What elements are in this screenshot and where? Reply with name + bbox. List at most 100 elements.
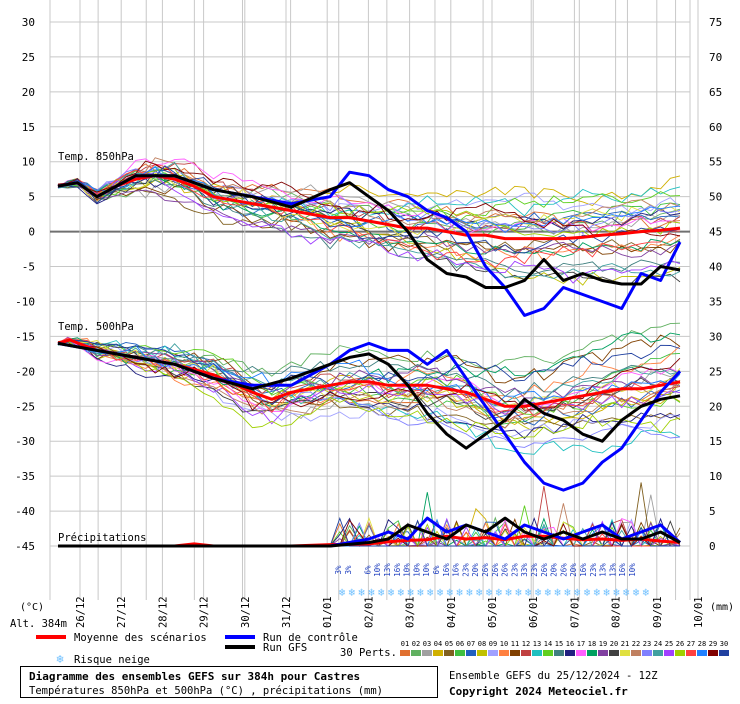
perturbation-line-25-t850 [57, 171, 681, 284]
perturbation-swatch [477, 650, 487, 656]
snow-icon: ❄ [437, 586, 444, 599]
right-unit-label: (mm) [710, 602, 734, 613]
snow-icon: ❄ [642, 586, 649, 599]
axis-labels-layer: 302520151050-5-10-15-20-25-30-35-40-4575… [10, 16, 734, 630]
perturbation-swatch [719, 650, 729, 656]
x-tick-label: 26/12 [75, 596, 87, 628]
x-tick-label: 05/01 [487, 596, 499, 628]
perturbation-swatch [543, 650, 553, 656]
perturbation-swatch [653, 650, 663, 656]
snow-icon: ❄ [613, 586, 620, 599]
plot-area [50, 0, 690, 600]
y-right-tick-label: 65 [709, 86, 722, 99]
snow-risk-pct: 20% [471, 563, 480, 577]
snow-icon: ❄ [339, 586, 346, 599]
copyright-label: Copyright 2024 Meteociel.fr [449, 685, 628, 698]
perturbation-id: 13 [533, 640, 541, 648]
y-left-tick-label: -15 [15, 330, 35, 343]
perturbation-id: 18 [588, 640, 596, 648]
perturbation-swatch [532, 650, 542, 656]
y-right-tick-label: 45 [709, 226, 722, 239]
snow-icon: ❄ [623, 586, 630, 599]
x-tick-label: 29/12 [199, 596, 211, 628]
x-tick-label: 04/01 [446, 596, 458, 628]
y-right-tick-label: 5 [709, 505, 716, 518]
y-right-tick-label: 30 [709, 330, 722, 343]
chart-title: Diagramme des ensembles GEFS sur 384h po… [29, 670, 361, 683]
snow-risk-pct: 3% [344, 565, 353, 575]
run-label: Ensemble GEFS du 25/12/2024 - 12Z [449, 670, 658, 682]
perturbation-id: 04 [434, 640, 442, 648]
snow-risk-pct: 16% [618, 563, 627, 577]
perturbation-id: 07 [467, 640, 475, 648]
perturbation-id: 24 [654, 640, 662, 648]
perturbation-id: 16 [566, 640, 574, 648]
perturbation-line-03-t500 [57, 337, 681, 419]
y-right-tick-label: 70 [709, 51, 722, 64]
snow-risk-pct: 10% [412, 563, 421, 577]
perturbation-id: 27 [687, 640, 695, 648]
perturbation-id: 17 [577, 640, 585, 648]
perturbation-id: 06 [456, 640, 464, 648]
snow-risk-pct: 23% [589, 563, 598, 577]
perturbation-id: 14 [544, 640, 552, 648]
x-tick-label: 28/12 [157, 596, 169, 628]
perturbation-line-22-t850 [57, 157, 681, 226]
y-left-tick-label: 15 [22, 121, 35, 134]
x-tick-label: 31/12 [281, 596, 293, 628]
x-tick-label: 30/12 [240, 596, 252, 628]
perturbation-swatch [411, 650, 421, 656]
perturbation-id: 15 [555, 640, 563, 648]
perturbation-line-19-t850 [57, 183, 681, 258]
chart-subtitle: Températures 850hPa et 500hPa (°C) , pré… [29, 685, 384, 697]
perturbation-swatch [433, 650, 443, 656]
perturbation-id: 02 [412, 640, 420, 648]
y-left-tick-label: 25 [22, 51, 35, 64]
series-2-t850 [57, 174, 681, 289]
perturbation-swatch [642, 650, 652, 656]
snow-risk-pct: 16% [393, 563, 402, 577]
x-tick-label: 27/12 [116, 596, 128, 628]
snow-risk-pct: 23% [461, 563, 470, 577]
perturbation-id: 12 [522, 640, 530, 648]
snow-icon: ❄ [593, 586, 600, 599]
perturbation-line-11-t850 [57, 182, 681, 255]
chart-info-box: Diagramme des ensembles GEFS sur 384h po… [20, 666, 438, 698]
snow-icon: ❄ [486, 586, 493, 599]
snow-icon: ❄ [417, 586, 424, 599]
snow-risk-pct: 26% [559, 563, 568, 577]
t850-section-label: Temp. 850hPa [58, 151, 134, 163]
y-left-tick-label: 30 [22, 16, 35, 29]
legend-label: Moyenne des scénarios [74, 632, 207, 644]
perturbation-swatch [576, 650, 586, 656]
x-tick-label: 02/01 [363, 596, 375, 628]
snow-legend-icon: ❄ [56, 652, 63, 666]
snow-risk-pct: 10% [403, 563, 412, 577]
snow-icon: ❄ [535, 586, 542, 599]
perturbation-id: 05 [445, 640, 453, 648]
snow-icon: ❄ [584, 586, 591, 599]
x-tick-label: 07/01 [569, 596, 581, 628]
perturbation-line-12-t500 [57, 339, 681, 423]
y-right-tick-label: 40 [709, 261, 722, 274]
snow-icon: ❄ [358, 586, 365, 599]
y-left-tick-label: -45 [15, 540, 35, 553]
perturbation-swatch [466, 650, 476, 656]
snow-risk-row: ❄3%❄3%❄ ❄6%❄10%❄13%❄16%❄10%❄10%❄10%❄6%❄16… [334, 563, 649, 599]
left-unit-label: (°C) [20, 602, 44, 613]
t500-section-label: Temp. 500hPa [58, 321, 134, 333]
y-right-tick-label: 25 [709, 365, 722, 378]
snow-icon: ❄ [446, 586, 453, 599]
perturbation-line-30-t500 [57, 338, 681, 391]
snow-icon: ❄ [407, 586, 414, 599]
perturbations-label: 30 Perts. [340, 647, 397, 659]
perturbation-line-30-t850 [57, 165, 681, 254]
y-left-tick-label: -35 [15, 470, 35, 483]
legend-label: Run de contrôle [263, 632, 358, 644]
perturbation-swatch [697, 650, 707, 656]
perturbation-id: 08 [478, 640, 486, 648]
snow-icon: ❄ [495, 586, 502, 599]
perturbation-line-28-t500 [57, 338, 681, 406]
perturbation-id: 28 [698, 640, 706, 648]
perturbation-line-16-t500 [57, 339, 681, 440]
